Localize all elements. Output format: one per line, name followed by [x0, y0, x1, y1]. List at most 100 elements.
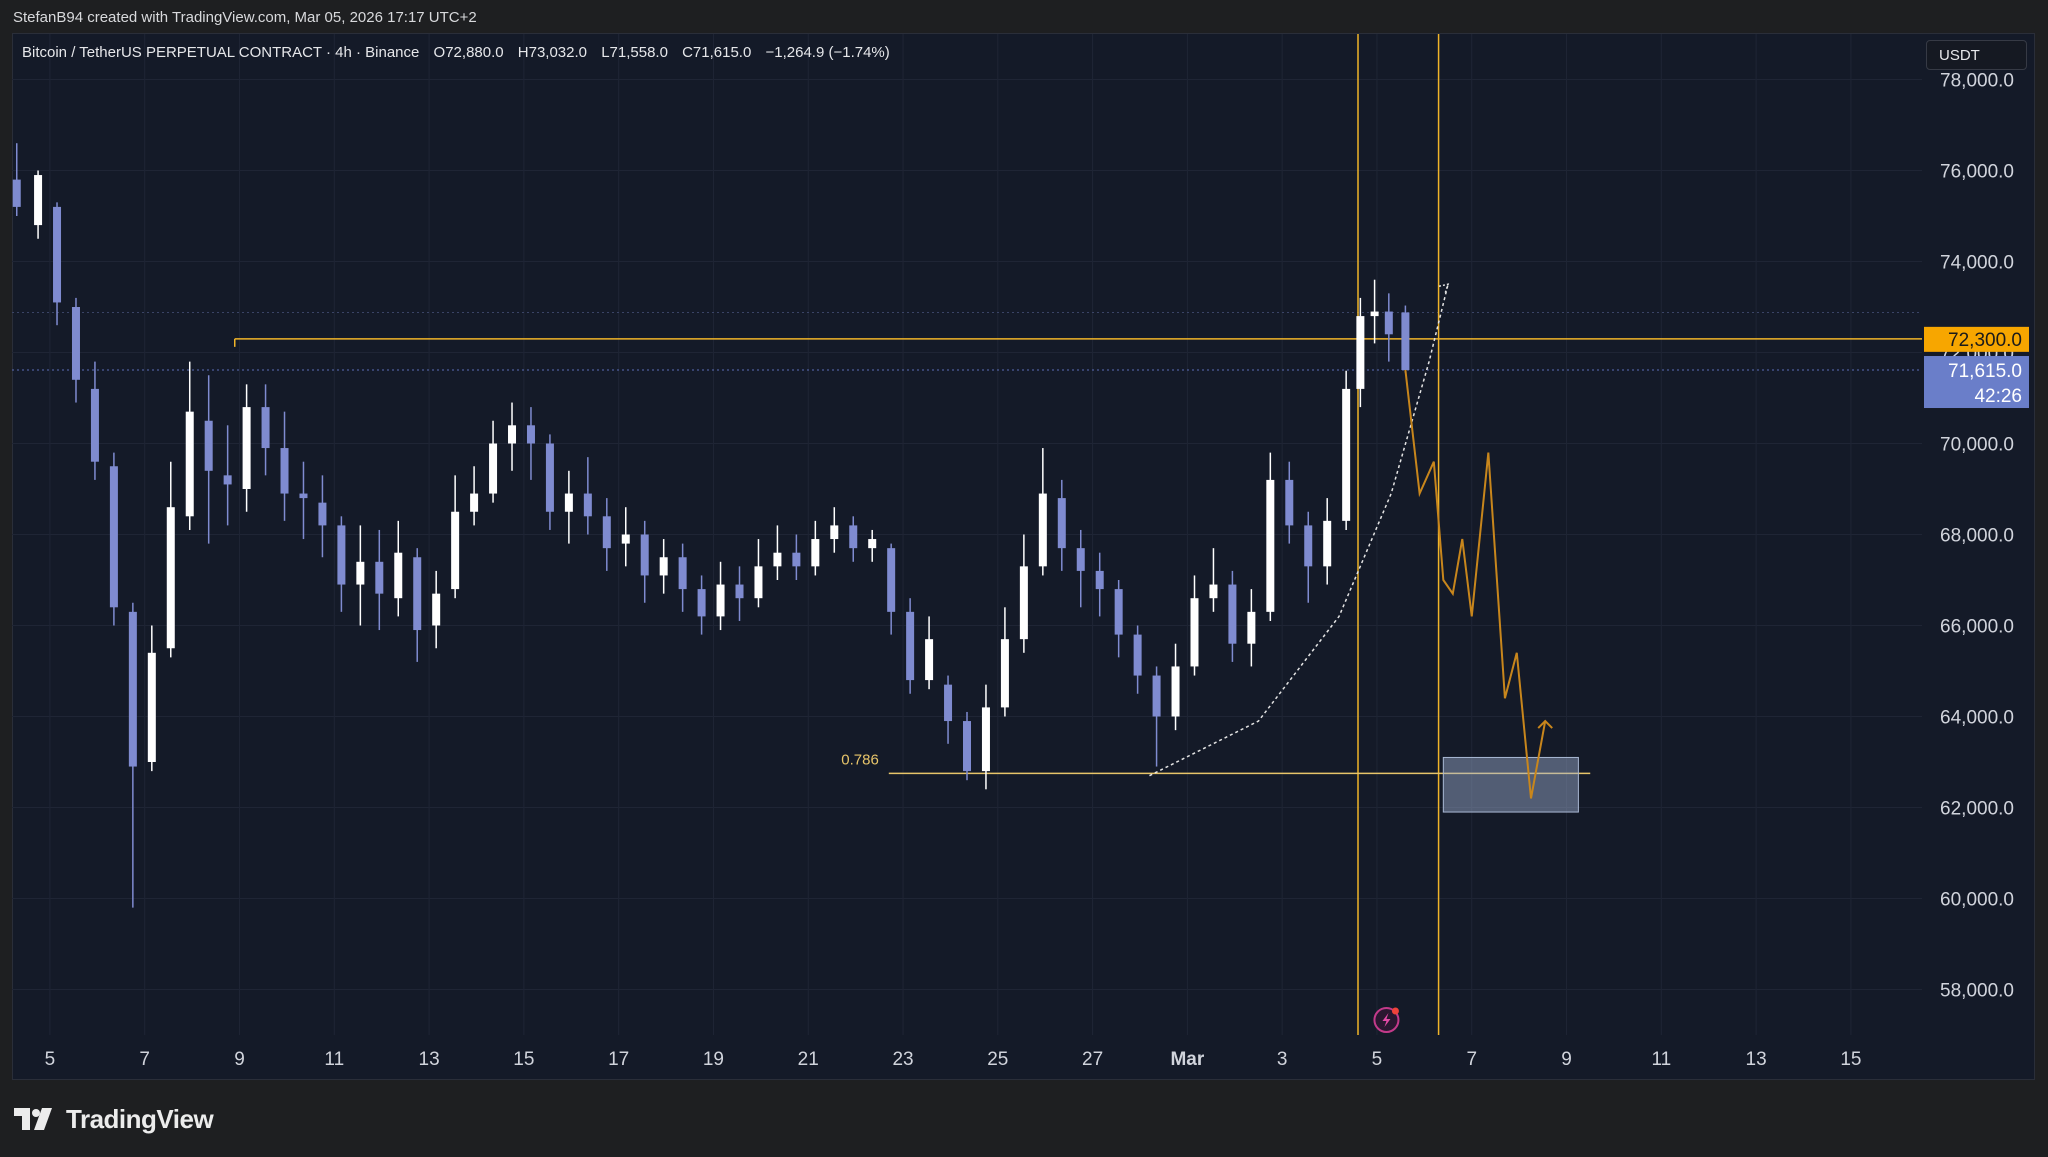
- brand-footer: TradingView: [14, 1103, 214, 1134]
- candle-body: [716, 584, 725, 617]
- x-tick-label: 9: [1561, 1049, 1572, 1070]
- candle-body: [204, 420, 213, 471]
- symbol-title[interactable]: Bitcoin / TetherUS PERPETUAL CONTRACT · …: [22, 44, 420, 61]
- x-tick-label: 5: [1372, 1049, 1383, 1070]
- x-tick-label: 13: [419, 1049, 440, 1070]
- x-tick-label: 15: [513, 1049, 534, 1070]
- x-tick-label: 3: [1277, 1049, 1288, 1070]
- candle-body: [830, 525, 839, 540]
- candle-body: [906, 611, 915, 681]
- y-tick-label: 78,000.0: [1940, 71, 2014, 92]
- last-price-text: 71,615.0: [1948, 361, 2022, 382]
- y-tick-label: 64,000.0: [1940, 708, 2014, 729]
- level-price-text: 72,300.0: [1948, 330, 2022, 351]
- candle-body: [280, 448, 289, 494]
- currency-button[interactable]: USDT: [1926, 40, 2027, 70]
- candle-body: [147, 652, 156, 762]
- candle-body: [583, 493, 592, 517]
- level-price-badge: [1924, 326, 2029, 352]
- candle-body: [375, 561, 384, 594]
- candle-body: [223, 475, 232, 485]
- tradingview-logo-icon: [14, 1108, 52, 1130]
- candle-body: [944, 684, 953, 722]
- curve-arrowhead: [1438, 283, 1450, 294]
- candle-body: [470, 493, 479, 512]
- candle-body: [1228, 584, 1237, 644]
- candle-body: [318, 502, 327, 526]
- x-tick-label: 23: [892, 1049, 913, 1070]
- candle-body: [678, 557, 687, 590]
- candle-body: [489, 443, 498, 494]
- candle-body: [1152, 675, 1161, 717]
- y-tick-label: 58,000.0: [1940, 981, 2014, 1002]
- candle-body: [1000, 639, 1009, 708]
- candle-body: [1038, 493, 1047, 567]
- candle-body: [1304, 525, 1313, 567]
- ohlc-low: L71,558.0: [601, 44, 668, 61]
- ohlc-high: H73,032.0: [517, 44, 588, 61]
- y-tick-label: 74,000.0: [1940, 253, 2014, 274]
- candle-body: [34, 175, 43, 226]
- y-tick-label: 66,000.0: [1940, 617, 2014, 638]
- x-tick-label: 7: [139, 1049, 150, 1070]
- candle-body: [1114, 589, 1123, 635]
- lightning-icon: [1382, 1013, 1391, 1027]
- candle-body: [1057, 498, 1066, 549]
- brand-name: TradingView: [66, 1103, 214, 1134]
- x-tick-label: 11: [1651, 1049, 1671, 1070]
- candle-body: [299, 493, 308, 499]
- chart-caption: StefanB94 created with TradingView.com, …: [13, 9, 477, 26]
- y-tick-label: 76,000.0: [1940, 162, 2014, 183]
- candle-body: [1356, 316, 1365, 389]
- candle-body: [356, 561, 365, 585]
- symbol-info-bar: Bitcoin / TetherUS PERPETUAL CONTRACT · …: [22, 44, 900, 61]
- candle-body: [925, 639, 934, 681]
- y-tick-label: 70,000.0: [1940, 435, 2014, 456]
- candle-body: [526, 425, 535, 444]
- candle-body: [981, 707, 990, 772]
- x-tick-label: 5: [45, 1049, 56, 1070]
- candle-body: [545, 443, 554, 512]
- x-tick-label: 27: [1082, 1049, 1103, 1070]
- candle-body: [1076, 548, 1085, 571]
- candle-body: [659, 557, 668, 576]
- x-tick-label: 7: [1466, 1049, 1477, 1070]
- candle-body: [621, 534, 630, 544]
- candle-body: [508, 425, 517, 444]
- candle-body: [1285, 479, 1294, 526]
- x-tick-label: 25: [987, 1049, 1008, 1070]
- x-tick-label: 15: [1840, 1049, 1861, 1070]
- x-tick-label: 9: [234, 1049, 245, 1070]
- candle-body: [166, 507, 175, 649]
- x-tick-label: 17: [608, 1049, 629, 1070]
- candle-body: [1133, 634, 1142, 676]
- y-tick-label: 68,000.0: [1940, 526, 2014, 547]
- candle-body: [1401, 312, 1410, 371]
- candle-body: [1095, 570, 1104, 590]
- candle-body: [1247, 611, 1256, 644]
- candle-body: [792, 552, 801, 567]
- candle-body: [185, 411, 194, 517]
- candle-body: [849, 525, 858, 549]
- x-tick-label: 19: [703, 1049, 724, 1070]
- candle-body: [1384, 311, 1393, 335]
- candle-body: [394, 552, 403, 599]
- candle-body: [1370, 311, 1379, 317]
- candle-body: [1342, 388, 1351, 521]
- candle-body: [602, 516, 611, 549]
- candle-body: [1171, 666, 1180, 717]
- candle-body: [697, 589, 706, 617]
- y-tick-label: 62,000.0: [1940, 799, 2014, 820]
- candle-body: [71, 307, 80, 380]
- candle-body: [811, 539, 820, 567]
- y-tick-label: 60,000.0: [1940, 890, 2014, 911]
- candle-body: [242, 407, 251, 489]
- candle-body: [564, 493, 573, 512]
- candle-body: [1209, 584, 1218, 599]
- countdown-text: 42:26: [1974, 386, 2022, 407]
- candle-body: [128, 611, 137, 767]
- candle-body: [337, 525, 346, 585]
- last-price-badge: [1924, 356, 2029, 409]
- candle-body: [451, 511, 460, 590]
